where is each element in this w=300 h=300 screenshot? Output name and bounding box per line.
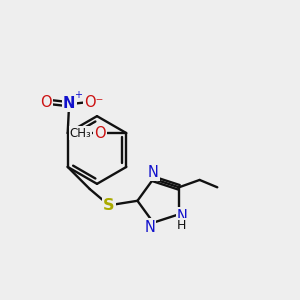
Text: N: N <box>144 220 155 235</box>
Text: H: H <box>177 219 186 232</box>
Text: N: N <box>148 165 159 180</box>
Text: O⁻: O⁻ <box>85 95 104 110</box>
Text: N: N <box>63 96 75 111</box>
Text: +: + <box>74 90 82 100</box>
Text: O: O <box>94 126 106 141</box>
Text: CH₃: CH₃ <box>70 127 92 140</box>
Text: N: N <box>177 208 188 224</box>
Text: S: S <box>103 198 115 213</box>
Text: O: O <box>40 95 51 110</box>
